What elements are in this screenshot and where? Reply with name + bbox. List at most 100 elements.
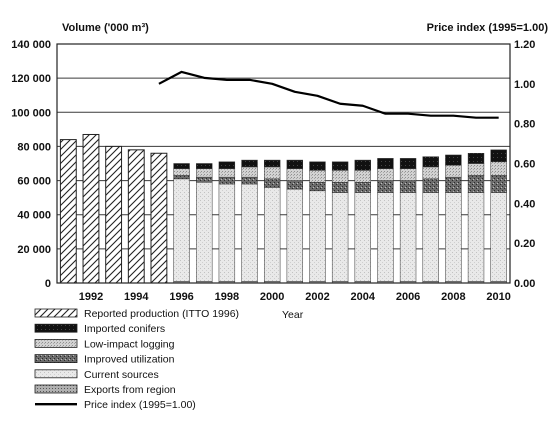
bar-improved-2007	[422, 178, 439, 193]
legend-swatch-improved	[34, 354, 78, 364]
legend: Reported production (ITTO 1996) Imported …	[34, 308, 239, 411]
x-tick-label: 1992	[79, 291, 103, 303]
bar-lowimpact-2004	[354, 170, 371, 183]
bar-lowimpact-1997	[196, 168, 213, 178]
bar-reported-1992	[82, 133, 100, 284]
bar-improved-1997	[196, 176, 213, 183]
bar-current-2007	[422, 192, 439, 282]
bars	[59, 133, 507, 284]
bar-conifers-2003	[331, 161, 349, 171]
bar-current-2002	[309, 190, 326, 282]
left-tick-label: 80 000	[17, 141, 51, 153]
bar-conifers-2007	[422, 156, 439, 168]
x-tick-label: 1998	[215, 291, 239, 303]
bar-improved-2005	[377, 180, 394, 193]
bar-lowimpact-1999	[241, 166, 258, 178]
bar-improved-2006	[399, 180, 417, 193]
bar-improved-2008	[445, 176, 462, 193]
bar-conifers-2001	[286, 159, 304, 169]
bar-conifers-2002	[309, 161, 326, 171]
legend-label-price: Price index (1995=1.00)	[84, 399, 196, 411]
legend-label-reported: Reported production (ITTO 1996)	[84, 308, 239, 320]
legend-swatch-conifers	[34, 323, 78, 333]
left-tick-label: 60 000	[17, 176, 51, 188]
bar-lowimpact-2000	[263, 166, 281, 180]
bar-conifers-1996	[173, 163, 190, 169]
x-axis-title: Year	[282, 309, 304, 321]
legend-label-current: Current sources	[84, 369, 159, 381]
legend-swatch-reported	[34, 308, 78, 318]
bar-current-2009	[467, 192, 485, 282]
bar-lowimpact-2002	[309, 170, 326, 183]
bar-current-2008	[445, 192, 462, 282]
bar-reported-1994	[127, 149, 145, 284]
x-tick-label: 2008	[441, 291, 465, 303]
x-tick-label: 2010	[486, 291, 510, 303]
bar-improved-2010	[490, 175, 507, 193]
bar-conifers-1997	[196, 163, 213, 169]
axes: 0 20 000 40 000 60 000 80 000 100 000 120 000 1…	[11, 39, 535, 303]
bar-improved-2001	[286, 180, 304, 190]
x-tick-label: 2004	[351, 291, 376, 303]
left-axis-title: Volume ('000 m³)	[62, 22, 149, 34]
bar-lowimpact-1996	[173, 168, 190, 176]
bar-improved-2003	[331, 182, 349, 193]
x-tick-label: 2002	[305, 291, 329, 303]
bar-lowimpact-2008	[445, 164, 462, 178]
plot-frame	[56, 43, 511, 284]
bar-current-1999	[241, 183, 258, 282]
legend-swatch-current	[34, 369, 78, 379]
bar-current-1998	[218, 183, 236, 282]
x-tick-label: 1994	[124, 291, 149, 303]
bar-lowimpact-2006	[399, 168, 417, 181]
right-tick-label: 0.80	[514, 119, 535, 131]
bar-conifers-2010	[490, 149, 507, 163]
bar-current-2005	[377, 192, 394, 282]
bar-conifers-2009	[467, 153, 485, 164]
left-tick-label: 40 000	[17, 210, 51, 222]
x-tick-label: 2006	[396, 291, 420, 303]
bar-lowimpact-2010	[490, 161, 507, 176]
right-tick-label: 0.00	[514, 278, 535, 290]
right-tick-label: 1.00	[514, 79, 535, 91]
price-index-line	[158, 70, 499, 119]
bar-conifers-2004	[354, 159, 371, 171]
bar-current-1996	[173, 178, 190, 282]
bar-lowimpact-1998	[218, 168, 236, 178]
right-tick-label: 1.20	[514, 39, 535, 51]
legend-label-lowimpact: Low-impact logging	[84, 338, 175, 350]
bar-current-1997	[196, 182, 213, 282]
left-tick-label: 120 000	[11, 73, 51, 85]
bar-current-2004	[354, 192, 371, 282]
price-index-line-layer	[158, 70, 499, 119]
bar-current-2010	[490, 192, 507, 282]
bar-lowimpact-2003	[331, 170, 349, 183]
legend-label-exports: Exports from region	[84, 384, 176, 396]
bar-improved-2004	[354, 182, 371, 193]
legend-label-improved: Improved utilization	[84, 354, 175, 366]
bar-improved-2000	[263, 178, 281, 188]
bar-lowimpact-2005	[377, 168, 394, 181]
bar-current-2001	[286, 188, 304, 282]
bar-conifers-1998	[218, 161, 236, 169]
bar-reported-1995	[150, 152, 168, 284]
right-axis-title: Price index (1995=1.00)	[427, 22, 549, 34]
right-tick-label: 0.40	[514, 198, 535, 210]
bar-conifers-2000	[263, 159, 281, 168]
gridlines	[57, 43, 510, 284]
bar-improved-1998	[218, 176, 236, 185]
legend-swatch-exports	[34, 384, 78, 394]
bar-reported-1991	[59, 139, 77, 284]
bar-lowimpact-2009	[467, 163, 485, 176]
bar-current-2003	[331, 192, 349, 282]
bar-conifers-2005	[377, 158, 394, 169]
right-tick-label: 0.60	[514, 159, 535, 171]
x-tick-label: 2000	[260, 291, 284, 303]
left-tick-label: 20 000	[17, 244, 51, 256]
right-tick-label: 0.20	[514, 238, 535, 250]
legend-label-conifers: Imported conifers	[84, 323, 165, 335]
x-tick-label: 1996	[169, 291, 193, 303]
bar-improved-1999	[241, 176, 258, 185]
